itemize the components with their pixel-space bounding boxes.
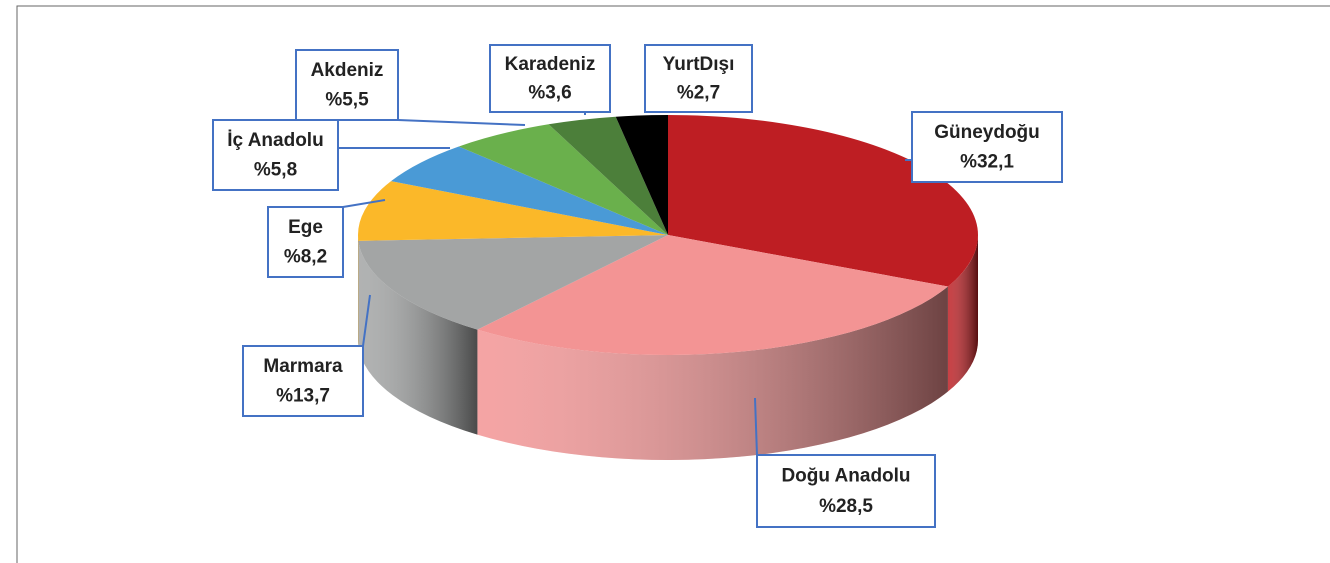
value-label: %2,7 — [677, 82, 720, 103]
category-label: Akdeniz — [311, 60, 384, 81]
callout-box — [756, 454, 936, 528]
category-label: Güneydoğu — [934, 122, 1040, 143]
callout-box — [242, 345, 364, 417]
value-label: %3,6 — [528, 82, 571, 103]
callout-box — [644, 44, 753, 113]
slice — [358, 235, 668, 330]
slice — [391, 146, 668, 235]
slice — [477, 235, 948, 355]
category-label: YurtDışı — [663, 54, 735, 75]
callout-box — [911, 111, 1063, 183]
slice-side-shade — [947, 235, 978, 392]
category-label: Marmara — [263, 356, 343, 377]
slice-side-shade — [358, 240, 478, 435]
slice-side-shade — [477, 286, 948, 460]
callout-pointer — [397, 119, 526, 126]
category-label: Karadeniz — [505, 54, 596, 75]
slice — [615, 115, 668, 235]
callout-box — [295, 49, 399, 121]
value-label: %28,5 — [819, 496, 873, 517]
callout-pointer — [342, 199, 386, 208]
callout-box — [212, 119, 339, 191]
frame — [16, 5, 1330, 563]
callout-pointer — [362, 294, 371, 347]
value-label: %32,1 — [960, 151, 1014, 172]
category-label: Ege — [288, 217, 323, 238]
slice — [458, 124, 668, 235]
slice — [358, 181, 668, 241]
category-label: Doğu Anadolu — [781, 466, 910, 487]
value-label: %5,5 — [325, 89, 369, 110]
value-label: %8,2 — [284, 246, 327, 267]
slice — [548, 116, 668, 235]
value-label: %13,7 — [276, 385, 330, 406]
callout-box — [489, 44, 611, 113]
slice — [668, 115, 979, 287]
category-label: İç Anadolu — [227, 130, 323, 151]
callout-pointer — [754, 397, 758, 456]
value-label: %5,8 — [254, 159, 297, 180]
callout-box — [267, 206, 344, 278]
